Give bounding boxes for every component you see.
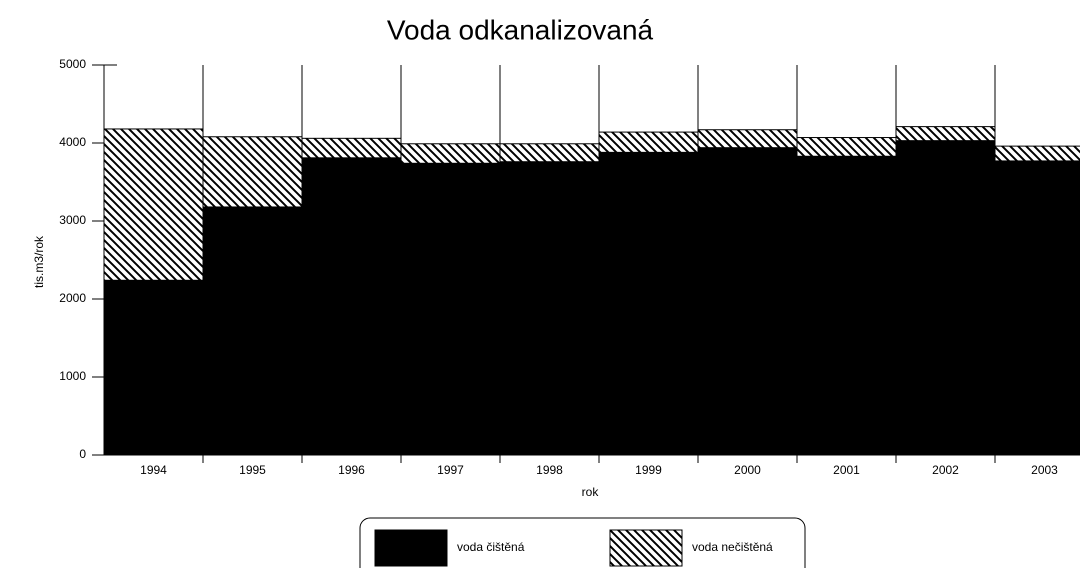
legend-box [359,517,806,568]
bar-segment [103,279,204,456]
x-tick-label: 1994 [140,463,167,477]
bar-segment [301,137,402,159]
bar-segment [400,162,501,456]
x-tick-label: 1999 [635,463,662,477]
bar-segment [796,137,897,157]
x-tick-label: 2001 [833,463,860,477]
y-tick-label: 3000 [59,213,86,227]
y-tick-label: 0 [79,447,86,461]
bar-segment [202,136,303,208]
y-tick-label: 5000 [59,57,86,71]
x-tick-label: 1997 [437,463,464,477]
x-tick-label: 1996 [338,463,365,477]
y-axis-label: tis.m3/rok [32,235,46,288]
legend-swatch [609,529,683,567]
x-tick-label: 2000 [734,463,761,477]
bar-segment [994,145,1080,162]
y-tick-label: 2000 [59,291,86,305]
x-tick-label: 2003 [1031,463,1058,477]
bar-segment [895,140,996,456]
bar-segment [994,160,1080,456]
bar-segment [895,126,996,142]
x-tick-label: 1995 [239,463,266,477]
bar-segment [796,155,897,456]
bar-segment [499,143,600,163]
x-axis-label: rok [582,485,600,499]
bar-segment [598,131,699,153]
y-tick-label: 1000 [59,369,86,383]
chart-title: Voda odkanalizovaná [387,14,654,45]
bar-segment [697,147,798,456]
bar-segment [598,151,699,456]
bar-segment [301,157,402,456]
x-tick-label: 1998 [536,463,563,477]
legend-label: voda čištěná [457,540,525,554]
x-tick-label: 2002 [932,463,959,477]
bar-segment [103,128,204,281]
bar-segment [697,129,798,149]
bar-segment [202,206,303,456]
legend-swatch [374,529,448,567]
bar-segment [400,143,501,164]
legend-label: voda nečištěná [692,540,773,554]
bar-segment [499,161,600,456]
y-tick-label: 4000 [59,135,86,149]
